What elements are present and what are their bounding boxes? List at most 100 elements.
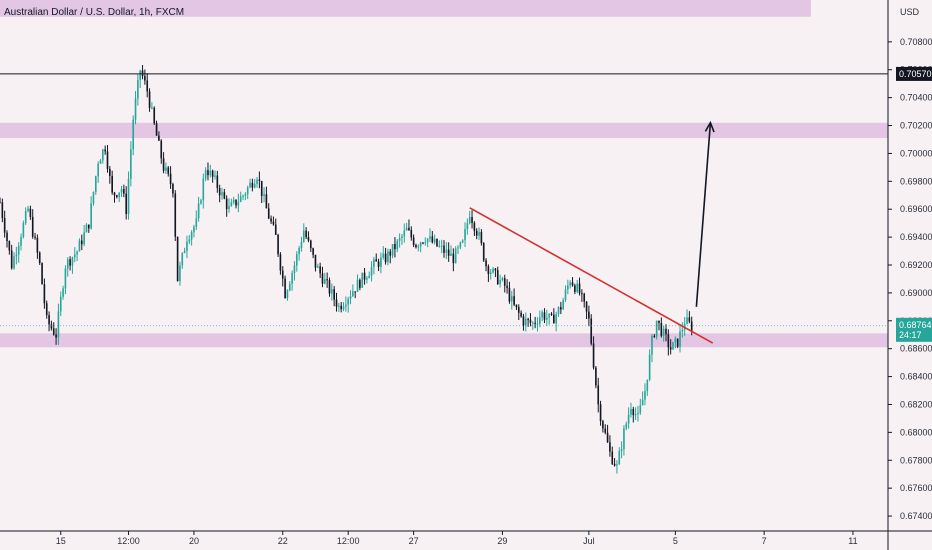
candle-body	[43, 284, 46, 304]
candle-body	[169, 173, 172, 185]
candle-body	[146, 80, 149, 92]
candle-body	[38, 252, 41, 264]
candle-body	[646, 379, 649, 392]
candle-body	[625, 423, 628, 429]
candle-body	[501, 278, 504, 281]
candle-body	[36, 237, 39, 253]
candle-body	[410, 230, 413, 238]
candle-body	[218, 188, 221, 196]
candle-body	[162, 158, 165, 171]
candle-body	[41, 263, 43, 285]
y-tick-label: 0.68400	[900, 372, 932, 382]
candle-body	[679, 331, 681, 347]
candle-body	[359, 279, 361, 288]
candle-body	[181, 253, 184, 266]
candle-body	[356, 279, 359, 292]
candle-body	[132, 119, 135, 150]
candle-body	[667, 334, 670, 348]
candle-body	[288, 283, 291, 291]
candle-body	[417, 246, 420, 248]
candle-body	[595, 367, 597, 386]
candle-body	[620, 448, 623, 451]
candle-body	[281, 270, 284, 279]
candle-body	[489, 272, 492, 275]
candle-body	[59, 296, 62, 312]
candle-body	[581, 293, 583, 295]
candle-body	[130, 149, 132, 180]
candle-body	[202, 178, 205, 201]
candle-body	[179, 265, 181, 282]
candle-body	[452, 253, 455, 264]
candle-body	[165, 167, 167, 171]
x-tick-label: 27	[409, 536, 419, 546]
candle-body	[412, 237, 415, 246]
candle-body	[258, 179, 261, 181]
lines-layer	[0, 73, 888, 344]
zones-layer	[0, 0, 888, 348]
candle-body	[515, 304, 518, 308]
candle-body	[471, 217, 473, 223]
candle-body	[151, 107, 153, 109]
y-tick-label: 0.67600	[900, 483, 932, 493]
candle-body	[102, 149, 104, 161]
y-tick-label: 0.67800	[900, 455, 932, 465]
candle-body	[560, 307, 562, 310]
trendline[interactable]	[469, 207, 714, 344]
x-tick-label: 22	[278, 536, 288, 546]
candle-body	[644, 391, 646, 400]
candle-body	[475, 230, 478, 236]
candle-body	[686, 317, 688, 324]
candle-body	[71, 257, 74, 266]
x-tick-label: 7	[762, 536, 767, 546]
candle-body	[221, 192, 223, 196]
candles-layer	[0, 65, 693, 474]
candle-body	[482, 243, 485, 261]
candle-body	[419, 242, 422, 247]
candle-body	[370, 266, 373, 276]
candle-body	[478, 232, 480, 236]
candle-body	[592, 343, 595, 368]
x-tick-label: Jul	[583, 536, 595, 546]
candle-body	[529, 319, 532, 323]
projection-arrow[interactable]	[695, 122, 712, 307]
candle-body	[688, 317, 691, 322]
candle-body	[298, 248, 300, 255]
candle-body	[389, 251, 392, 256]
candle-body	[246, 187, 249, 195]
candle-body	[398, 238, 401, 241]
candle-body	[527, 318, 529, 320]
candle-body	[155, 123, 158, 136]
candle-body	[377, 261, 380, 267]
candle-body	[87, 224, 90, 229]
candle-body	[609, 442, 611, 452]
candle-body	[242, 195, 244, 197]
candle-body	[1, 202, 4, 219]
candle-body	[195, 218, 198, 227]
y-tick-label: 0.68200	[900, 399, 932, 409]
candle-body	[672, 341, 674, 350]
y-tick-label: 0.69400	[900, 232, 932, 242]
y-tick-label: 0.70800	[900, 37, 932, 47]
y-tick-label: 0.70200	[900, 121, 932, 131]
candle-body	[658, 320, 660, 323]
candle-body	[186, 241, 188, 252]
candle-body	[508, 287, 511, 302]
projection-arrow-head	[704, 120, 715, 133]
candle-body	[396, 240, 399, 250]
candle-body	[190, 232, 193, 240]
candle-body	[450, 253, 452, 256]
candle-body	[335, 299, 338, 307]
candle-body	[64, 268, 67, 289]
candle-body	[576, 283, 579, 292]
candle-body	[319, 266, 321, 274]
candle-body	[454, 248, 457, 264]
y-tick-label: 0.68600	[900, 344, 932, 354]
candle-body	[494, 268, 497, 271]
candle-body	[139, 70, 142, 80]
candle-body	[27, 208, 29, 212]
candle-body	[541, 312, 543, 318]
candle-body	[172, 184, 174, 194]
candle-body	[517, 307, 520, 313]
candle-body	[134, 98, 137, 120]
candle-body	[90, 203, 92, 229]
